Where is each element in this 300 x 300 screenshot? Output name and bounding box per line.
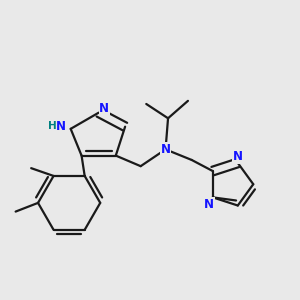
Text: N: N [99,101,109,115]
Text: N: N [233,150,243,163]
Text: N: N [160,143,171,156]
Text: N: N [204,198,214,211]
Text: H: H [48,122,56,131]
Text: N: N [56,120,66,133]
